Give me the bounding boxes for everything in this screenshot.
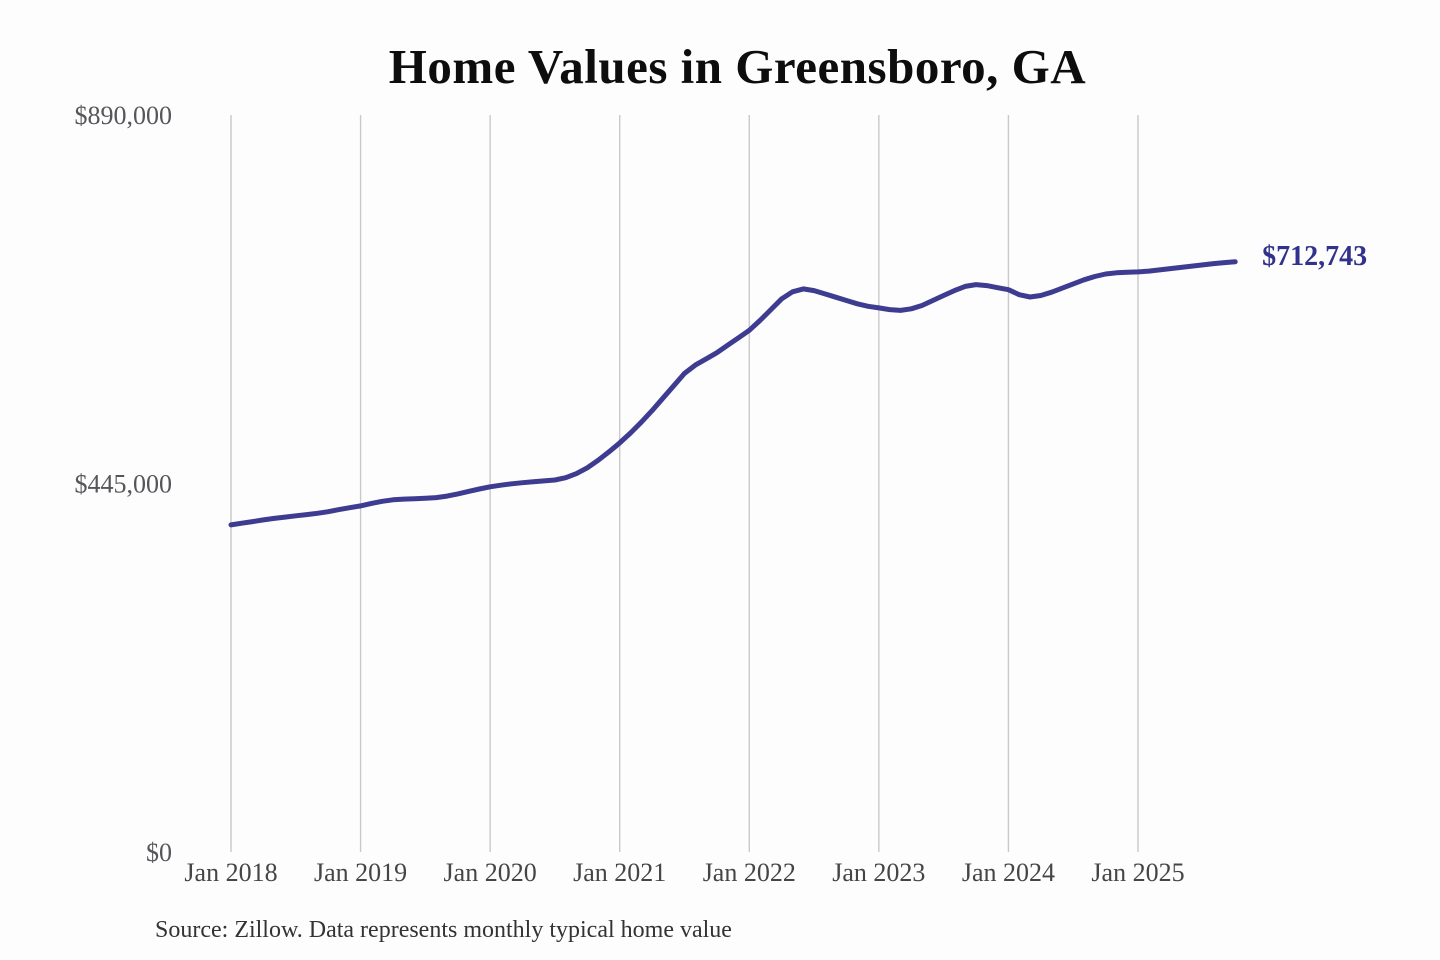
chart-title: Home Values in Greensboro, GA — [388, 39, 1087, 94]
x-axis-tick-label: Jan 2023 — [832, 858, 925, 887]
x-axis-tick-label: Jan 2025 — [1091, 858, 1184, 887]
x-axis-tick-label: Jan 2020 — [444, 858, 537, 887]
home-value-line — [228, 259, 1238, 528]
x-axis-tick-label: Jan 2021 — [573, 858, 666, 887]
y-axis-tick-label: $890,000 — [75, 101, 173, 130]
x-axis-tick-label: Jan 2024 — [962, 858, 1055, 887]
source-note: Source: Zillow. Data represents monthly … — [155, 917, 732, 943]
x-axis-tick-label: Jan 2018 — [184, 858, 277, 887]
latest-value-label: $712,743 — [1262, 241, 1367, 272]
y-axis-tick-label: $0 — [146, 838, 172, 867]
x-axis-tick-label: Jan 2019 — [314, 858, 407, 887]
x-axis-tick-label: Jan 2022 — [703, 858, 796, 887]
y-axis-tick-label: $445,000 — [75, 470, 173, 499]
